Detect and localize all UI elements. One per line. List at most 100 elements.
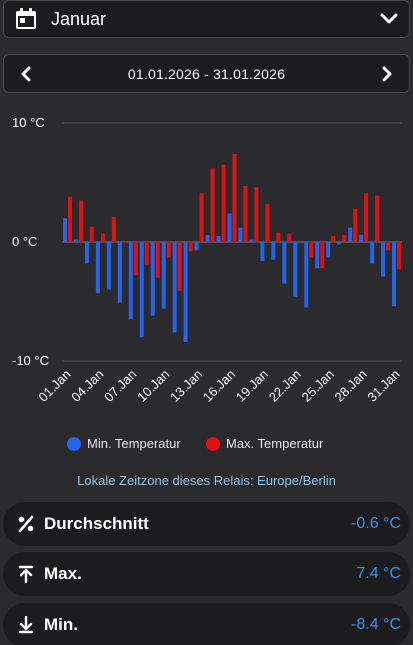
- chart-legend: Min. Temperatur Max. Temperatur: [0, 433, 413, 453]
- max-temp-bar: [221, 164, 226, 242]
- max-temp-bar: [199, 193, 204, 242]
- min-temp-bar: [106, 242, 111, 290]
- stat-min-value: -8.4 °C: [351, 616, 401, 633]
- max-temp-bar: [188, 242, 193, 252]
- max-temp-bar: [309, 242, 314, 258]
- max-temp-bar: [67, 196, 72, 242]
- month-select-value: Januar: [51, 9, 107, 29]
- max-temp-bar: [353, 208, 358, 242]
- max-temp-bar: [133, 242, 138, 276]
- max-temp-bar: [111, 217, 116, 242]
- max-temp-bar: [287, 233, 292, 242]
- min-temp-bar: [315, 242, 320, 269]
- max-temp-bar: [89, 226, 94, 242]
- min-temp-bar: [183, 242, 188, 342]
- min-temp-bar: [337, 242, 342, 245]
- y-tick-label: 0 °C: [12, 234, 37, 249]
- min-temp-bar: [117, 242, 122, 303]
- chevron-down-icon[interactable]: [380, 13, 398, 25]
- stat-average-value: -0.6 °C: [351, 515, 401, 532]
- arrow-up-to-line-icon: [18, 565, 34, 583]
- min-temp-bar: [260, 242, 265, 262]
- max-temp-bar: [397, 242, 402, 270]
- stat-max: Max. 7.4 °C: [3, 552, 410, 596]
- max-temp-bar: [254, 187, 259, 242]
- min-temp-bar: [227, 213, 232, 242]
- y-tick-label: -10 °C: [12, 353, 49, 368]
- min-temp-bar: [62, 218, 67, 242]
- x-tick-label: 25.Jan: [299, 367, 337, 405]
- stat-average-label: Durchschnitt: [44, 514, 149, 533]
- min-temp-bar: [150, 242, 155, 316]
- x-tick-label: 28.Jan: [332, 367, 370, 405]
- min-temp-bar: [128, 242, 133, 320]
- max-temp-bar: [144, 242, 149, 265]
- stat-max-value: 7.4 °C: [356, 565, 401, 582]
- x-tick-label: 16.Jan: [200, 367, 238, 405]
- max-temp-bar: [364, 193, 369, 242]
- max-temp-bar: [265, 203, 270, 242]
- timezone-note: Lokale Zeitzone dieses Relais: Europe/Be…: [77, 473, 336, 488]
- min-temp-bar: [172, 242, 177, 333]
- stat-min: Min. -8.4 °C: [3, 603, 410, 645]
- max-temp-bar: [276, 232, 281, 242]
- min-temp-bar: [282, 242, 287, 284]
- min-temp-bar: [348, 227, 353, 242]
- max-temp-bar: [210, 168, 215, 242]
- min-temp-bar: [95, 242, 100, 294]
- min-temp-bar: [249, 239, 254, 242]
- stat-average: Durchschnitt -0.6 °C: [3, 502, 410, 546]
- max-temp-bar: [100, 233, 105, 242]
- date-range-text: 01.01.2026 - 31.01.2026: [127, 66, 286, 82]
- max-temp-bar: [155, 242, 160, 278]
- legend-max-label: Max. Temperatur: [226, 436, 324, 451]
- date-range-bar: 01.01.2026 - 31.01.2026: [3, 54, 410, 93]
- legend-min-swatch: [67, 437, 81, 451]
- min-temp-bar: [359, 234, 364, 242]
- x-tick-label: 10.Jan: [134, 367, 172, 405]
- max-temp-bar: [166, 242, 171, 258]
- next-period-button[interactable]: [379, 66, 395, 82]
- x-tick-label: 04.Jan: [68, 367, 106, 405]
- temperature-chart: 10 °C0 °C-10 °C01.Jan04.Jan07.Jan10.Jan1…: [12, 115, 403, 405]
- x-tick-label: 31.Jan: [364, 367, 402, 405]
- min-temp-bar: [293, 242, 298, 297]
- max-temp-bar: [122, 242, 127, 243]
- min-temp-bar: [238, 227, 243, 242]
- min-temp-bar: [271, 242, 276, 260]
- stat-max-label: Max.: [44, 564, 82, 583]
- max-temp-bar: [375, 195, 380, 242]
- x-tick-label: 07.Jan: [101, 367, 139, 405]
- max-temp-bar: [232, 153, 237, 242]
- x-tick-label: 19.Jan: [233, 367, 271, 405]
- min-temp-bar: [73, 239, 78, 242]
- min-temp-bar: [205, 234, 210, 242]
- percent-icon: [18, 515, 34, 533]
- calendar-icon: [16, 8, 36, 29]
- min-temp-bar: [216, 236, 221, 242]
- legend-max-swatch: [206, 437, 220, 451]
- min-temp-bar: [381, 242, 386, 277]
- y-tick-label: 10 °C: [12, 115, 45, 130]
- max-temp-bar: [331, 236, 336, 242]
- min-temp-bar: [326, 242, 331, 258]
- arrow-down-to-line-icon: [18, 616, 34, 634]
- max-temp-bar: [298, 240, 303, 242]
- min-temp-bar: [370, 242, 375, 264]
- min-temp-bar: [392, 242, 397, 307]
- previous-period-button[interactable]: [18, 66, 34, 82]
- max-temp-bar: [243, 186, 248, 242]
- min-temp-bar: [304, 242, 309, 308]
- x-tick-label: 01.Jan: [35, 367, 73, 405]
- legend-min-label: Min. Temperatur: [87, 436, 181, 451]
- x-tick-label: 13.Jan: [167, 367, 205, 405]
- month-select[interactable]: Januar: [3, 0, 410, 38]
- max-temp-bar: [78, 200, 83, 242]
- min-temp-bar: [161, 242, 166, 309]
- max-temp-bar: [386, 242, 391, 251]
- min-temp-bar: [84, 242, 89, 264]
- max-temp-bar: [320, 242, 325, 269]
- max-temp-bar: [342, 234, 347, 242]
- max-temp-bar: [177, 242, 182, 291]
- min-temp-bar: [194, 242, 199, 251]
